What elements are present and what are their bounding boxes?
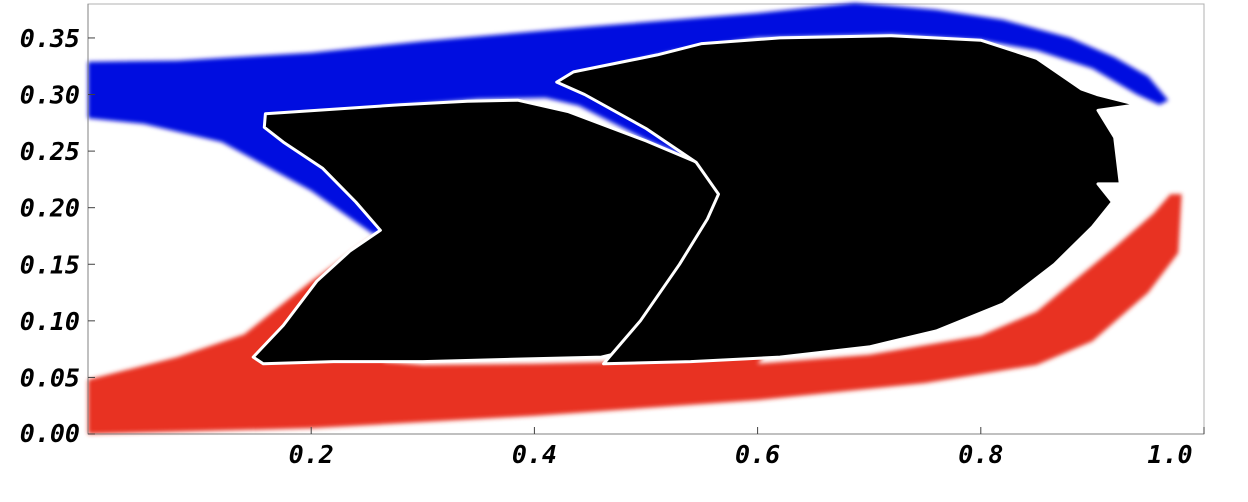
y-tick-label: 0.05: [20, 363, 80, 392]
ticks-layer: 0.2 0.4 0.6 0.8 1.0 0.00 0.05 0.10 0.15 0.20 0.25 0…: [20, 24, 1205, 469]
axes-layer: [87, 4, 1204, 435]
x-tick-label: 0.2: [289, 440, 334, 469]
regions-layer: [88, 2, 1182, 434]
y-tick-label: 0.35: [20, 24, 80, 53]
y-tick-label: 0.30: [20, 81, 80, 110]
x-tick-label: 0.6: [735, 440, 780, 469]
y-tick-label: 0.15: [20, 250, 80, 279]
x-tick-label: 0.8: [958, 440, 1003, 469]
x-tick-label: 0.4: [512, 440, 557, 469]
y-tick-label: 0.10: [20, 307, 80, 336]
y-tick-label: 0.20: [20, 194, 80, 223]
y-tick-label: 0.00: [20, 419, 80, 448]
x-tick-label: 1.0: [1147, 440, 1192, 469]
solid-right-lobe: [555, 34, 1139, 366]
y-tick-label: 0.25: [20, 137, 80, 166]
